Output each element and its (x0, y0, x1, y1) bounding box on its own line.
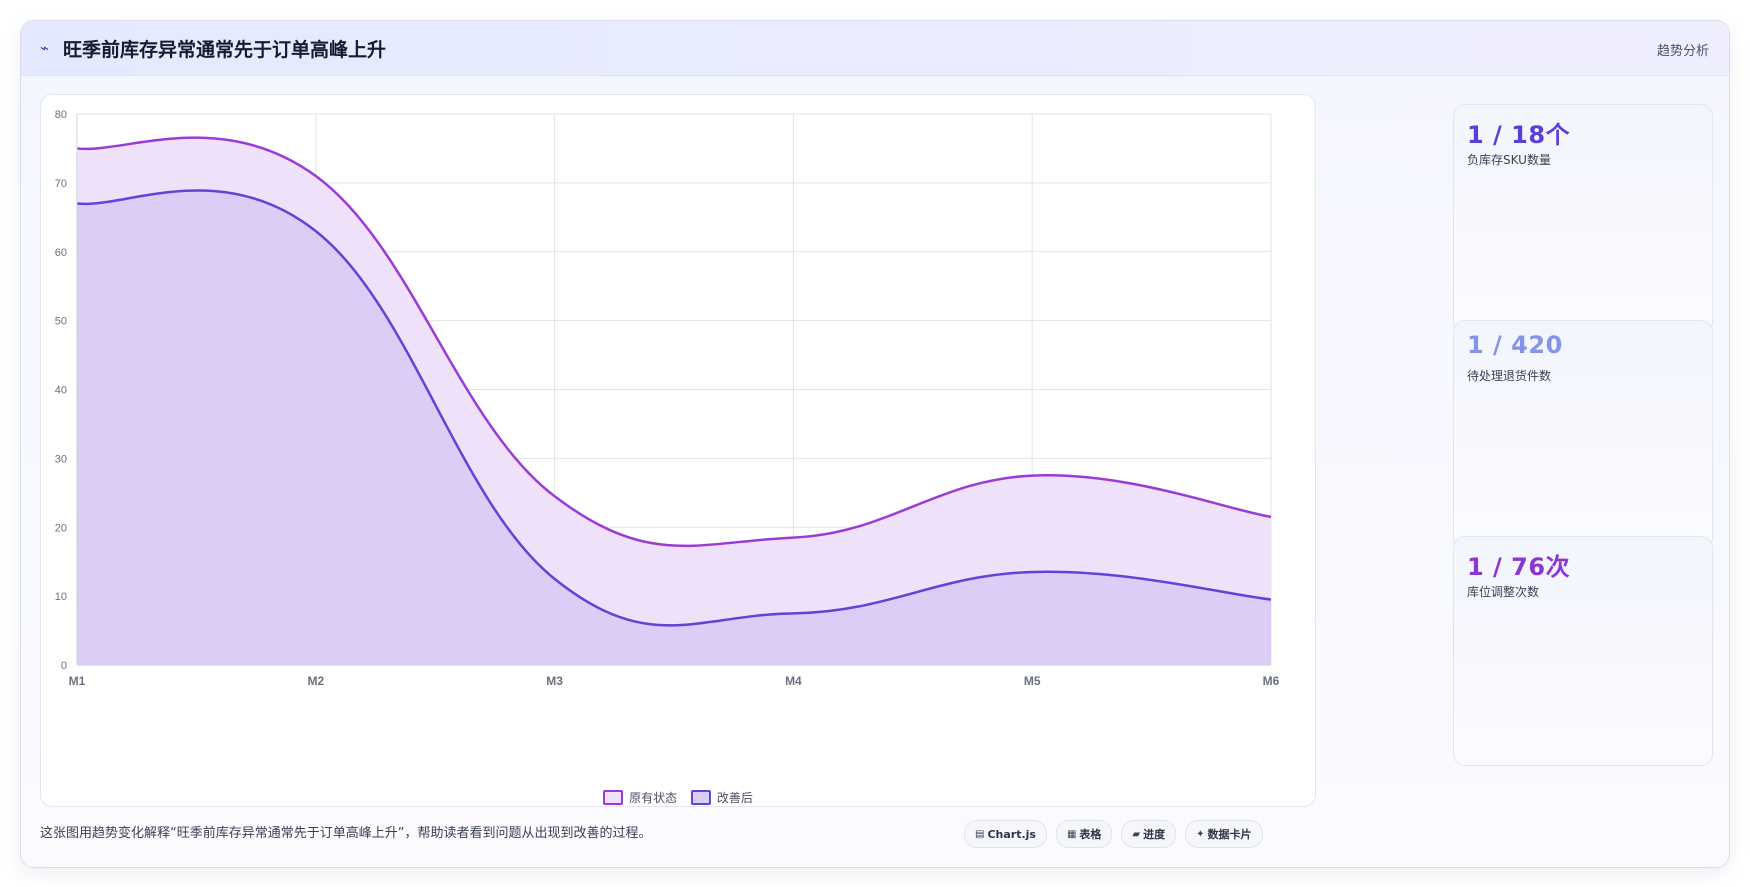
chip-label: 表格 (1079, 828, 1102, 841)
stat-card-pending-returns: 1 / 420 待处理退货件数 (1453, 320, 1713, 550)
tech-chips: ▤ Chart.js ▦ 表格 ▰ 进度 ✦ 数据卡片 (964, 820, 1263, 848)
y-tick-label: 60 (55, 247, 67, 259)
series-area-1 (77, 190, 1271, 665)
chart-description: 这张图用趋势变化解释“旺季前库存异常通常先于订单高峰上升”，帮助读者看到问题从出… (40, 826, 652, 841)
stat-value: 1 / 420 (1467, 331, 1563, 359)
stat-card-location-adjustments: 1 / 76次 库位调整次数 (1453, 536, 1713, 766)
x-tick-label: M2 (307, 674, 324, 688)
trend-analysis-tag[interactable]: 趋势分析 (1656, 44, 1709, 59)
y-tick-label: 30 (55, 453, 67, 465)
stat-label: 待处理退货件数 (1467, 369, 1552, 383)
y-tick-label: 70 (55, 178, 67, 190)
x-tick-label: M5 (1024, 674, 1041, 688)
x-tick-label: M1 (69, 674, 86, 688)
chart-panel: 0 10 20 30 40 50 60 70 80 M1 M2 M3 M4 M5 M6 原有状态 改善后 (40, 94, 1316, 807)
legend-swatch (690, 790, 711, 805)
series-line-0 (76, 136, 1272, 548)
y-tick-label: 20 (55, 522, 67, 534)
x-tick-label: M3 (546, 674, 563, 688)
legend-label: 改善后 (716, 791, 753, 805)
y-tick-label: 40 (55, 385, 67, 397)
progress-icon: ▰ (1132, 828, 1141, 840)
page-title: 旺季前库存异常通常先于订单高峰上升 (63, 39, 387, 61)
chip-label: Chart.js (987, 827, 1036, 841)
y-tick-label: 10 (55, 591, 67, 603)
x-tick-label: M6 (1263, 674, 1280, 688)
card-icon: ✦ (1196, 828, 1205, 840)
series-line-1 (76, 189, 1272, 627)
chip-data-card[interactable]: ✦ 数据卡片 (1185, 820, 1263, 848)
chip-chartjs[interactable]: ▤ Chart.js (964, 820, 1047, 848)
y-tick-label: 0 (61, 660, 67, 672)
x-tick-label: M4 (785, 674, 802, 688)
legend-item-improved[interactable]: 改善后 (690, 789, 753, 806)
stat-value: 1 / 18个 (1467, 121, 1571, 149)
stat-label: 库位调整次数 (1467, 585, 1540, 599)
chart-card: ⌁ 旺季前库存异常通常先于订单高峰上升 趋势分析 0 10 20 30 40 50 60 70… (20, 20, 1730, 868)
card-header: ⌁ 旺季前库存异常通常先于订单高峰上升 趋势分析 (21, 21, 1729, 76)
chip-label: 数据卡片 (1207, 828, 1252, 841)
table-icon: ▦ (1066, 828, 1077, 840)
stat-label: 负库存SKU数量 (1467, 153, 1551, 167)
trend-icon: ⌁ (40, 39, 50, 57)
legend-item-original[interactable]: 原有状态 (603, 789, 677, 806)
chip-label: 进度 (1143, 828, 1166, 841)
stat-card-negative-sku: 1 / 18个 负库存SKU数量 (1453, 104, 1713, 334)
chip-table[interactable]: ▦ 表格 (1055, 820, 1113, 848)
chart-icon: ▤ (975, 828, 985, 840)
chart-legend: 原有状态 改善后 (41, 789, 1315, 808)
area-chart: 0 10 20 30 40 50 60 70 80 M1 M2 M3 M4 M5 M6 (55, 109, 1280, 688)
stat-value: 1 / 76次 (1467, 553, 1571, 581)
legend-label: 原有状态 (629, 791, 678, 805)
y-tick-label: 50 (55, 316, 67, 328)
chip-progress[interactable]: ▰ 进度 (1121, 820, 1177, 848)
y-tick-label: 80 (55, 109, 67, 121)
legend-swatch (603, 790, 624, 805)
